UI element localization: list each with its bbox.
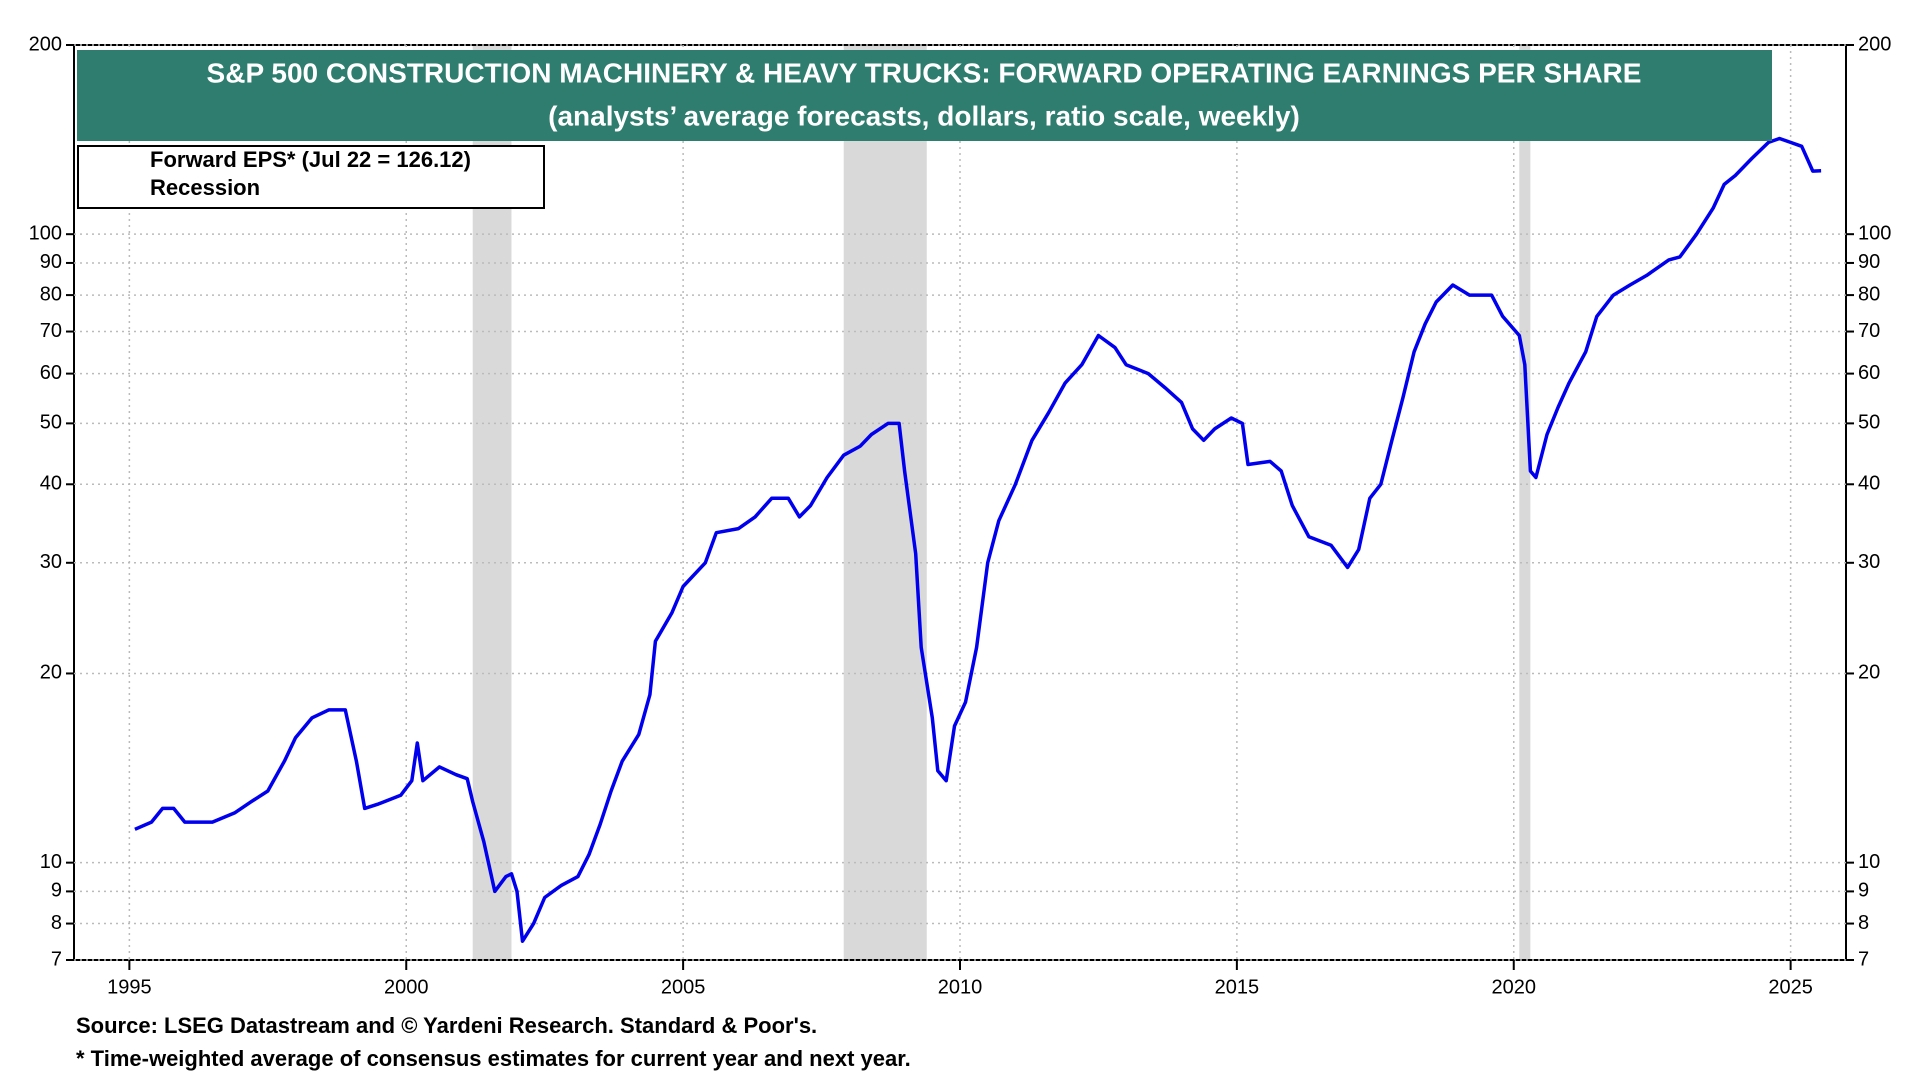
y2-tick-label: 100	[1858, 222, 1891, 244]
y2-tick-label: 30	[1858, 551, 1880, 573]
y2-tick-label: 200	[1858, 33, 1891, 55]
y2-tick-label: 10	[1858, 851, 1880, 873]
y-tick-label: 8	[51, 912, 62, 934]
y-tick-label: 90	[40, 251, 62, 273]
x-tick-label: 2015	[1215, 976, 1260, 998]
recession-band	[843, 46, 927, 959]
footnote: * Time-weighted average of consensus est…	[76, 1046, 911, 1071]
y2-tick-label: 80	[1858, 283, 1880, 305]
y-tick-label: 50	[40, 412, 62, 434]
source-note: Source: LSEG Datastream and © Yardeni Re…	[76, 1013, 817, 1038]
y-tick-label: 30	[40, 551, 62, 573]
x-tick-label: 2020	[1492, 976, 1537, 998]
legend-label: Recession	[150, 175, 260, 200]
y-tick-label: 60	[40, 362, 62, 384]
y2-tick-label: 8	[1858, 912, 1869, 934]
y-tick-label: 20	[40, 662, 62, 684]
y-tick-label: 40	[40, 473, 62, 495]
y2-tick-label: 20	[1858, 662, 1880, 684]
recession-band	[1519, 46, 1531, 959]
y-tick-label: 10	[40, 851, 62, 873]
title-box	[77, 50, 1772, 141]
y2-tick-label: 60	[1858, 362, 1880, 384]
x-tick-label: 1995	[107, 976, 152, 998]
x-tick-label: 2010	[938, 976, 983, 998]
y-tick-label: 70	[40, 320, 62, 342]
y2-tick-label: 40	[1858, 473, 1880, 495]
x-tick-label: 2005	[661, 976, 706, 998]
y-tick-label: 100	[29, 222, 62, 244]
y-tick-label: 200	[29, 33, 62, 55]
y2-tick-label: 90	[1858, 251, 1880, 273]
y-tick-label: 9	[51, 880, 62, 902]
y-tick-label: 80	[40, 283, 62, 305]
series-line	[134, 136, 1822, 943]
chart-title: S&P 500 CONSTRUCTION MACHINERY & HEAVY T…	[207, 57, 1642, 88]
legend	[77, 145, 545, 209]
y-tick-label: 7	[51, 948, 62, 970]
x-tick-label: 2000	[384, 976, 429, 998]
chart-subtitle: (analysts’ average forecasts, dollars, r…	[548, 100, 1300, 131]
y2-tick-label: 7	[1858, 948, 1869, 970]
y2-tick-label: 50	[1858, 412, 1880, 434]
legend-label: Forward EPS* (Jul 22 = 126.12)	[150, 147, 471, 172]
y2-tick-label: 70	[1858, 320, 1880, 342]
x-tick-label: 2025	[1768, 976, 1813, 998]
y2-tick-label: 9	[1858, 880, 1869, 902]
background-layer	[74, 44, 1846, 961]
